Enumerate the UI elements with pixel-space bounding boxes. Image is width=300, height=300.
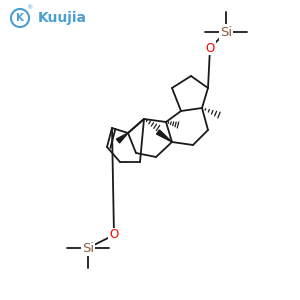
Text: O: O bbox=[206, 41, 214, 55]
Text: Si: Si bbox=[82, 242, 94, 254]
Polygon shape bbox=[116, 133, 128, 143]
Text: ®: ® bbox=[26, 5, 32, 10]
Text: O: O bbox=[110, 229, 118, 242]
Text: Kuujia: Kuujia bbox=[38, 11, 86, 25]
Polygon shape bbox=[157, 130, 172, 142]
Text: Si: Si bbox=[220, 26, 232, 38]
Text: K: K bbox=[16, 13, 24, 23]
